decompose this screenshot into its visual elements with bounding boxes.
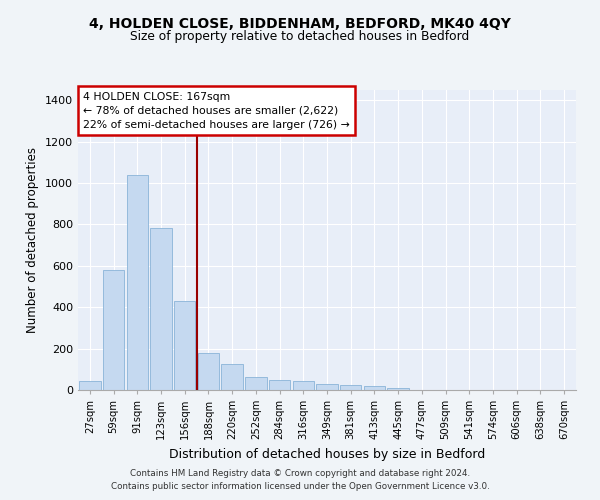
Bar — [269, 380, 290, 390]
Text: Size of property relative to detached houses in Bedford: Size of property relative to detached ho… — [130, 30, 470, 43]
Bar — [388, 388, 409, 390]
Bar — [103, 270, 124, 390]
Bar — [198, 353, 219, 390]
Y-axis label: Number of detached properties: Number of detached properties — [26, 147, 40, 333]
X-axis label: Distribution of detached houses by size in Bedford: Distribution of detached houses by size … — [169, 448, 485, 460]
Bar — [316, 384, 338, 390]
Bar — [364, 386, 385, 390]
Bar — [245, 377, 266, 390]
Bar — [293, 380, 314, 390]
Bar — [221, 364, 243, 390]
Text: 4 HOLDEN CLOSE: 167sqm
← 78% of detached houses are smaller (2,622)
22% of semi-: 4 HOLDEN CLOSE: 167sqm ← 78% of detached… — [83, 92, 350, 130]
Bar — [79, 380, 101, 390]
Bar — [151, 228, 172, 390]
Bar — [174, 301, 196, 390]
Bar — [340, 384, 361, 390]
Bar — [127, 175, 148, 390]
Text: Contains HM Land Registry data © Crown copyright and database right 2024.
Contai: Contains HM Land Registry data © Crown c… — [110, 470, 490, 491]
Text: 4, HOLDEN CLOSE, BIDDENHAM, BEDFORD, MK40 4QY: 4, HOLDEN CLOSE, BIDDENHAM, BEDFORD, MK4… — [89, 18, 511, 32]
